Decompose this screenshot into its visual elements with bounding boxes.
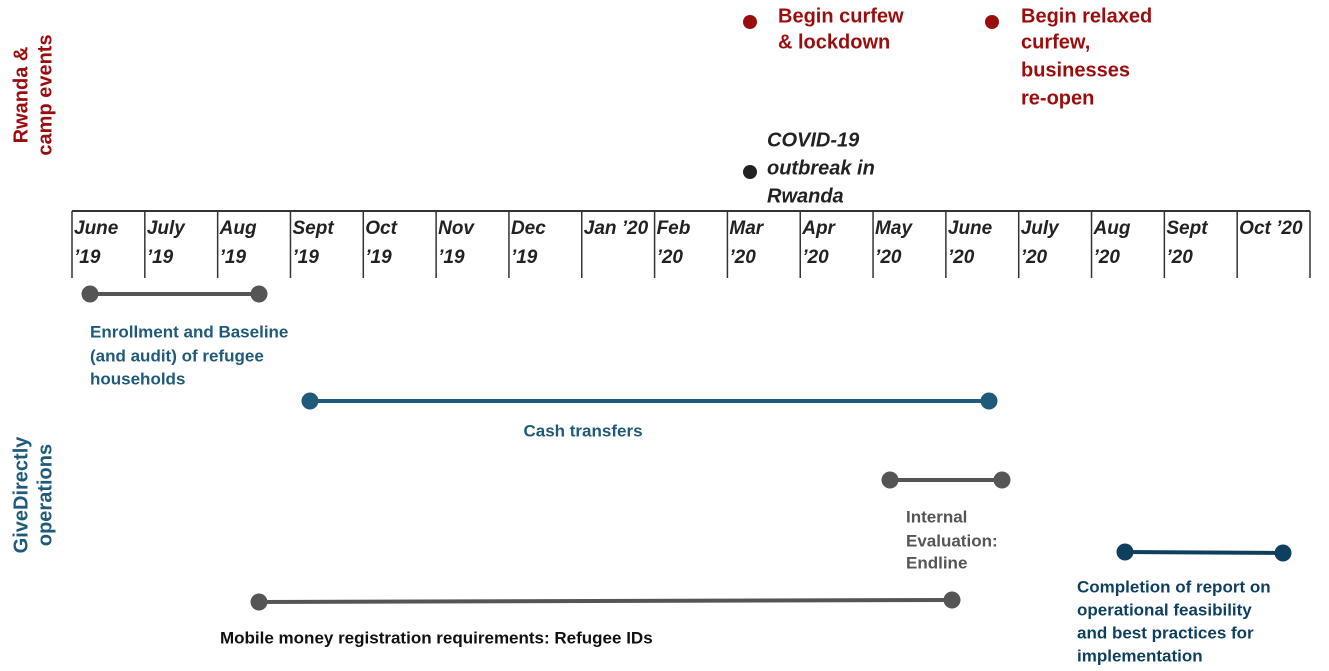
- operation-label: Enrollment and Baseline: [90, 322, 288, 341]
- operation-start: [81, 285, 99, 303]
- month-label: ’19: [220, 247, 247, 268]
- operation-start: [881, 471, 899, 489]
- event-label: businesses: [1021, 59, 1130, 81]
- operation-start: [250, 593, 268, 611]
- month-label: Jan ’20: [584, 218, 649, 239]
- month-label: Aug: [1093, 218, 1131, 239]
- side-label: GiveDirectly: [10, 436, 32, 554]
- operation-label: Evaluation:: [906, 531, 998, 550]
- month-label: ’19: [74, 247, 101, 268]
- operation-label: operational feasibility: [1077, 600, 1252, 619]
- month-label: Dec: [511, 218, 546, 239]
- month-label: Feb: [657, 218, 691, 239]
- month-label: ’20: [802, 247, 829, 268]
- month-label: June: [948, 218, 993, 239]
- month-label: June: [74, 218, 119, 239]
- month-label: ’20: [875, 247, 902, 268]
- event-label: curfew,: [1021, 31, 1090, 53]
- operation-label: and best practices for: [1077, 623, 1254, 642]
- month-label: ’19: [438, 247, 465, 268]
- operation-bar: [258, 598, 953, 604]
- operation-label: implementation: [1077, 646, 1203, 665]
- month-label: Apr: [801, 218, 836, 239]
- operation-label: Endline: [906, 553, 967, 572]
- month-label: Sept: [1166, 218, 1208, 239]
- operation-end: [980, 392, 998, 410]
- event-label: & lockdown: [778, 31, 890, 53]
- event-label: Begin relaxed: [1021, 5, 1152, 27]
- month-label: ’20: [657, 247, 684, 268]
- side-label: operations: [34, 444, 56, 546]
- month-label: Oct ’20: [1239, 218, 1303, 239]
- month-label: ’20: [1094, 247, 1121, 268]
- operation-label: Internal: [906, 507, 967, 526]
- month-label: Aug: [219, 218, 257, 239]
- month-label: ’20: [729, 247, 756, 268]
- event-label: outbreak in: [767, 157, 875, 179]
- event-dot: [743, 15, 757, 29]
- operation-label: Completion of report on: [1077, 577, 1271, 596]
- month-label: ’20: [1021, 247, 1048, 268]
- side-label: Rwanda &: [10, 47, 32, 144]
- month-label: ’19: [365, 247, 392, 268]
- operation-end: [993, 471, 1011, 489]
- month-label: Mar: [729, 218, 764, 239]
- operation-start: [1116, 543, 1134, 561]
- operation-label: (and audit) of refugee: [90, 346, 264, 365]
- operation-end: [1274, 544, 1292, 562]
- operation-label: households: [90, 369, 185, 388]
- month-label: May: [875, 218, 913, 239]
- month-label: Nov: [438, 218, 475, 239]
- operation-label: Mobile money registration requirements: …: [220, 628, 653, 647]
- event-dot: [743, 165, 757, 179]
- operation-end: [250, 285, 268, 303]
- event-label: re-open: [1021, 87, 1094, 109]
- month-label: ’19: [292, 247, 319, 268]
- month-label: ’20: [1166, 247, 1193, 268]
- month-label: Oct: [365, 218, 397, 239]
- operation-start: [301, 392, 319, 410]
- month-label: ’19: [511, 247, 538, 268]
- month-label: Sept: [292, 218, 334, 239]
- event-label: Begin curfew: [778, 5, 904, 27]
- operation-label: Cash transfers: [523, 421, 642, 440]
- month-label: July: [1021, 218, 1060, 239]
- month-label: ’19: [147, 247, 174, 268]
- operation-bar: [1124, 550, 1284, 555]
- month-label: July: [147, 218, 186, 239]
- event-label: COVID-19: [767, 129, 860, 151]
- month-label: ’20: [948, 247, 975, 268]
- event-dot: [985, 15, 999, 29]
- side-label: camp events: [34, 34, 56, 155]
- operation-end: [943, 591, 961, 609]
- event-label: Rwanda: [767, 185, 844, 207]
